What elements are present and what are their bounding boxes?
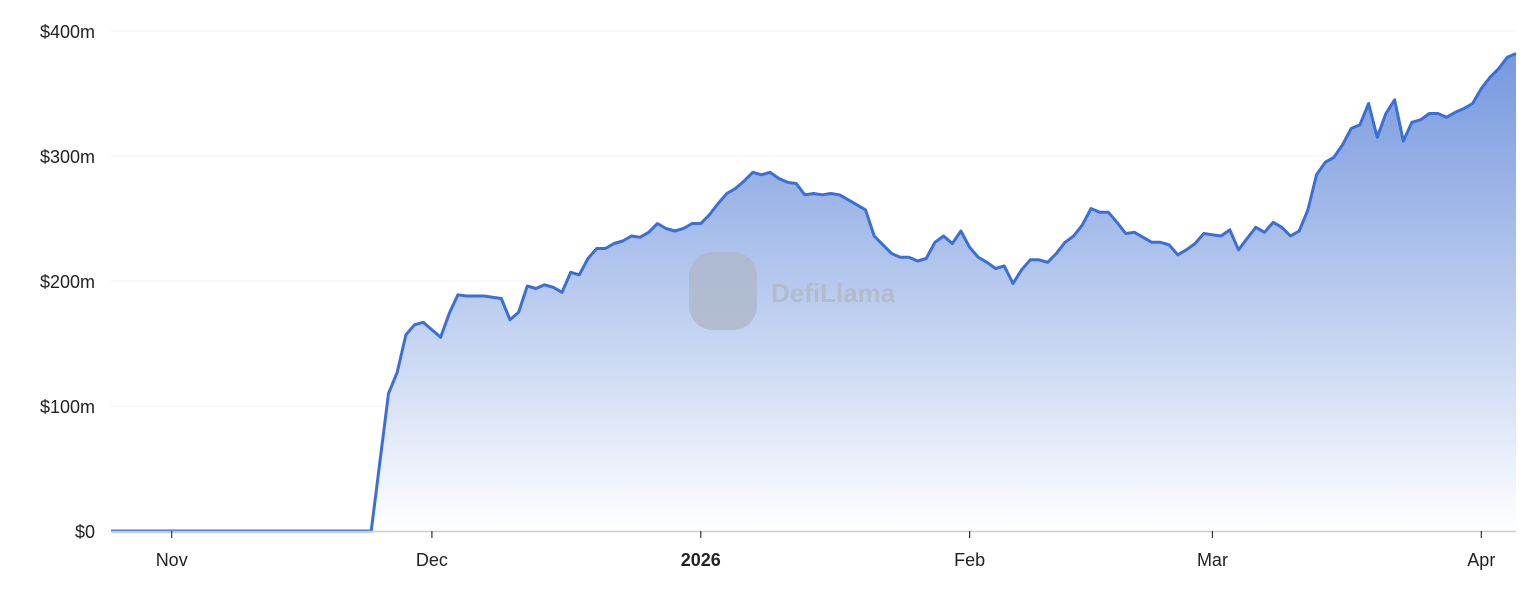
y-tick-label: $200m [40,272,95,292]
y-axis: $0 $100m $200m $300m $400m [40,22,95,542]
x-tick-label: Feb [954,550,985,570]
defillama-watermark: DefiLlama [689,252,896,330]
x-axis: Nov Dec 2026 Feb Mar Apr [111,530,1516,570]
watermark-text: DefiLlama [771,278,896,308]
area-fill [111,53,1516,531]
y-tick-label: $0 [75,522,95,542]
y-tick-label: $400m [40,22,95,42]
y-tick-label: $300m [40,147,95,167]
x-tick-label: Dec [416,550,448,570]
x-tick-label: Apr [1467,550,1495,570]
x-tick-label: Mar [1197,550,1228,570]
llama-logo-icon [689,252,757,330]
y-tick-label: $100m [40,397,95,417]
x-tick-label: Nov [156,550,188,570]
x-tick-label: 2026 [681,550,721,570]
series-line [111,52,1517,533]
